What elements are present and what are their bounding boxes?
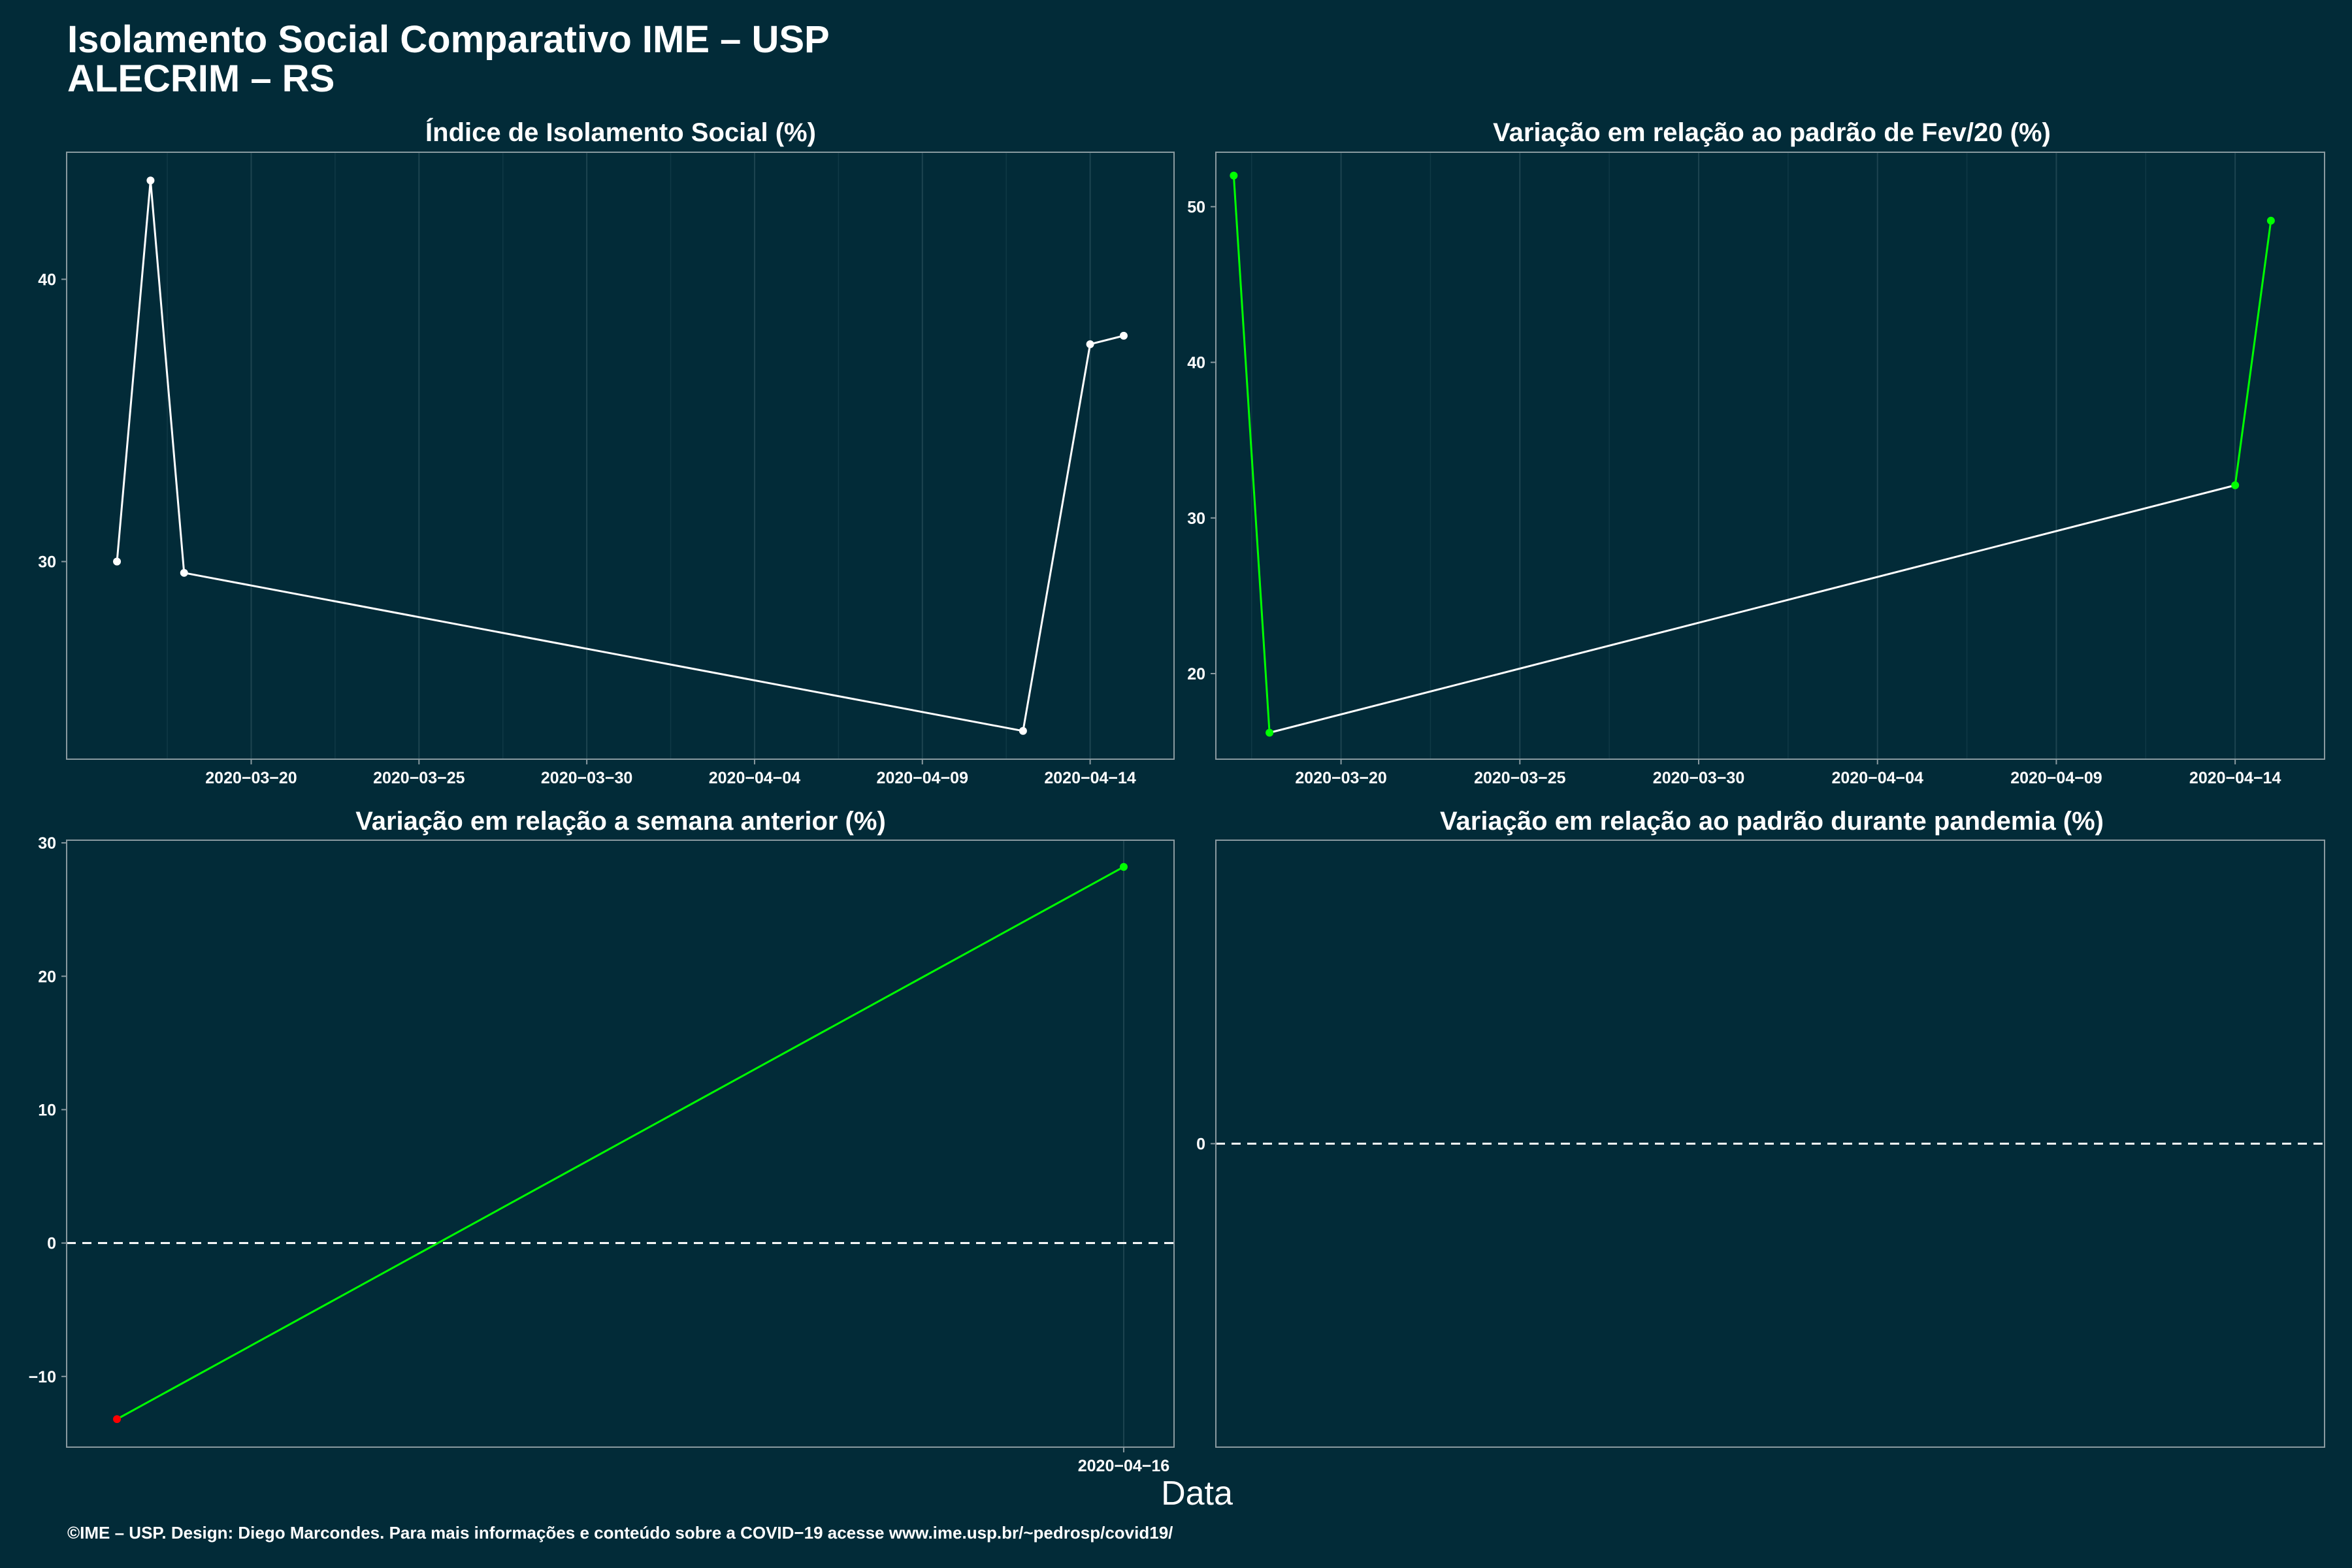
- data-point: [1019, 727, 1027, 735]
- panel-variacao-semana-anterior: Variação em relação a semana anterior (%…: [29, 807, 1175, 1475]
- data-point: [1266, 728, 1274, 737]
- gridlines: [1250, 152, 2236, 759]
- x-axis-label: Data: [1161, 1475, 1233, 1512]
- y-tick-label: 20: [38, 968, 56, 986]
- x-tick-label: 2020−04−09: [877, 769, 968, 787]
- series-segment: [2234, 220, 2272, 485]
- series-segment: [184, 572, 1024, 732]
- y-tick-label: 40: [38, 270, 56, 289]
- plot-frame: [1215, 152, 2325, 760]
- plot-frame: [66, 840, 1175, 1448]
- figure-title: Isolamento Social Comparativo IME – USP: [67, 18, 830, 61]
- series-segment: [1269, 484, 2236, 734]
- panel-title: Variação em relação ao padrão de Fev/20 …: [1493, 118, 2051, 147]
- data-point: [180, 568, 188, 577]
- x-tick-label: 2020−04−14: [1044, 769, 1136, 787]
- plot-frame: [66, 152, 1175, 760]
- x-tick-label: 2020−03−20: [205, 769, 297, 787]
- series-segment: [116, 180, 152, 562]
- y-tick-label: 20: [1187, 665, 1205, 683]
- axis-ticks: 0: [1196, 1135, 1216, 1154]
- panel-title: Índice de Isolamento Social (%): [425, 118, 816, 147]
- data-point: [146, 176, 155, 185]
- panel-variacao-pandemia: Variação em relação ao padrão durante pa…: [1196, 807, 2325, 1448]
- axis-ticks: 30 40 2020−03−20 2020−03−25 2020−03−30 2020−0…: [38, 270, 1136, 787]
- x-tick-label: 2020−04−09: [2010, 769, 2102, 787]
- panel-isolamento-indice: Índice de Isolamento Social (%) 30 40 2020…: [38, 118, 1175, 787]
- x-tick-label: 2020−03−30: [1653, 769, 1744, 787]
- data-point: [2231, 481, 2240, 489]
- data-point: [113, 1415, 122, 1424]
- data-point: [1119, 862, 1128, 871]
- panel-title: Variação em relação a semana anterior (%…: [355, 807, 886, 836]
- footer-caption: ©IME – USP. Design: Diego Marcondes. Par…: [67, 1523, 1173, 1543]
- y-tick-label: 0: [1196, 1135, 1205, 1154]
- data-marks: [67, 862, 1174, 1424]
- data-point: [1119, 331, 1128, 340]
- series-segment: [1090, 335, 1124, 346]
- series-segment: [149, 180, 186, 573]
- panel-title: Variação em relação ao padrão durante pa…: [1440, 807, 2104, 836]
- x-tick-label: 2020−03−25: [1474, 769, 1566, 787]
- gridlines: [167, 152, 1091, 759]
- x-tick-label: 2020−04−04: [1832, 769, 1924, 787]
- x-tick-label: 2020−03−20: [1295, 769, 1386, 787]
- data-marks: [1230, 171, 2275, 737]
- series-segment: [1022, 344, 1092, 732]
- x-tick-label: 2020−04−16: [1078, 1457, 1169, 1475]
- y-tick-label: 30: [1187, 510, 1205, 528]
- y-tick-label: 30: [38, 553, 56, 572]
- y-tick-label: 0: [47, 1235, 56, 1253]
- y-tick-label: 30: [38, 834, 56, 853]
- series-segment: [116, 866, 1124, 1420]
- x-tick-label: 2020−03−25: [373, 769, 465, 787]
- data-point: [1086, 340, 1094, 348]
- axis-ticks: −10 0 10 20 30 2020−04−16: [29, 834, 1170, 1475]
- figure-subtitle: ALECRIM – RS: [67, 57, 335, 100]
- panel-variacao-fev20: Variação em relação ao padrão de Fev/20 …: [1187, 118, 2325, 787]
- y-tick-label: 50: [1187, 198, 1205, 216]
- y-tick-label: 40: [1187, 354, 1205, 372]
- x-tick-label: 2020−04−14: [2189, 769, 2281, 787]
- series-segment: [1232, 175, 1271, 733]
- data-point: [1230, 171, 1238, 180]
- data-point: [2266, 216, 2275, 225]
- data-point: [113, 557, 122, 566]
- data-marks: [113, 176, 1128, 735]
- x-tick-label: 2020−04−04: [709, 769, 801, 787]
- axis-ticks: 20 30 40 50 2020−03−20 2020−03−25 2020−03−30 20…: [1187, 198, 2281, 787]
- x-tick-label: 2020−03−30: [541, 769, 632, 787]
- y-tick-label: 10: [38, 1101, 56, 1119]
- y-tick-label: −10: [29, 1368, 56, 1386]
